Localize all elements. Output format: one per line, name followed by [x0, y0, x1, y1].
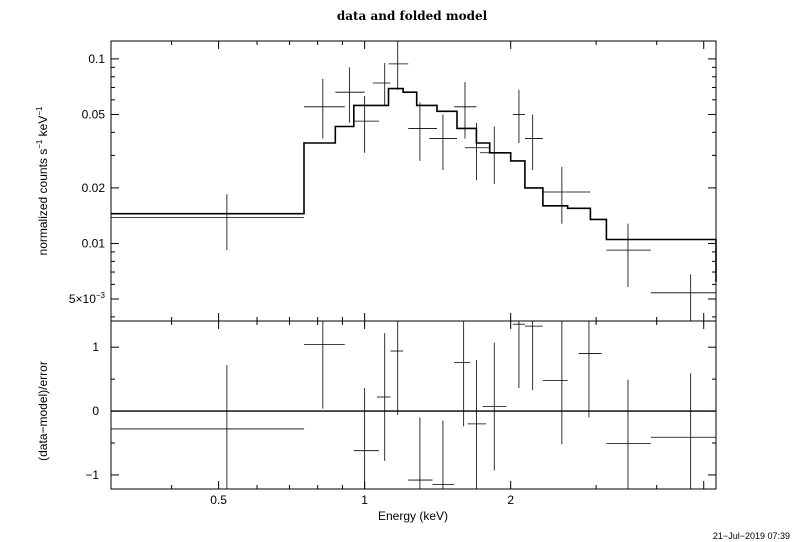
spectrum-y-axis-label: normalized counts s−1 keV−1	[35, 106, 50, 256]
data-point	[480, 126, 510, 184]
data-point	[304, 78, 345, 139]
residual-point	[353, 388, 379, 489]
residual-point	[512, 321, 525, 389]
y-tick-label-base: 5×10	[69, 292, 96, 306]
data-point	[524, 114, 543, 171]
data-point	[408, 102, 438, 161]
ylabel-sup-1: −1	[35, 139, 44, 149]
data-point	[388, 41, 409, 90]
residual-point	[467, 359, 487, 489]
spectrum-panel-frame	[110, 40, 717, 322]
y-tick-label: −1	[85, 468, 99, 482]
residual-point	[454, 321, 471, 427]
y-tick-label: 0.1	[88, 52, 105, 66]
residual-point	[390, 321, 404, 415]
residual-point	[542, 321, 568, 445]
residuals-panel: 1 0 −1 0.5 1 2 (data−model)/error	[36, 320, 717, 507]
residual-point	[482, 342, 507, 471]
y-tick-label: 0	[92, 404, 99, 418]
data-point	[650, 274, 716, 321]
data-point	[111, 194, 305, 251]
data-point	[429, 114, 457, 171]
residuals-y-axis-label: (data−model)/error	[36, 361, 50, 461]
x-tick-label: 0.5	[210, 493, 227, 507]
model-step-line	[111, 87, 717, 282]
residual-point	[111, 365, 305, 489]
x-axis-label: Energy (keV)	[378, 509, 448, 523]
x-tick-label: 1	[361, 493, 368, 507]
residual-point	[304, 321, 345, 409]
residual-point	[606, 379, 651, 489]
data-point	[512, 89, 525, 144]
data-point	[542, 166, 591, 224]
x-tick-label: 2	[507, 493, 514, 507]
y-tick-label: 0.05	[82, 107, 106, 121]
y-tick-label: 0.01	[82, 236, 106, 250]
data-point	[464, 122, 490, 181]
data-point	[372, 62, 391, 106]
residual-point	[408, 417, 433, 489]
data-point	[353, 95, 379, 153]
ylabel-part-2: keV	[36, 116, 50, 140]
y-tick-label: 1	[92, 340, 99, 354]
residuals-panel-frame	[110, 320, 717, 490]
residual-point	[524, 321, 543, 390]
ylabel-part-1: normalized counts s	[36, 149, 50, 256]
chart-title: data and folded model	[337, 9, 488, 23]
y-tick-label: 0.02	[82, 181, 106, 195]
data-point	[335, 67, 365, 123]
data-point	[606, 223, 651, 288]
y-tick-label-exp: −3	[96, 291, 106, 300]
residual-point	[650, 373, 716, 489]
residual-point	[432, 420, 455, 489]
residual-point	[578, 321, 602, 418]
residual-point	[376, 333, 391, 461]
data-point	[454, 81, 477, 139]
y-tick-label: 5×10−3	[69, 291, 106, 306]
timestamp: 21−Jul−2019 07:39	[713, 531, 790, 541]
spectrum-panel: 0.1 0.05 0.02 0.01 5×10−3 normalized counts …	[35, 40, 717, 322]
ylabel-sup-2: −1	[35, 106, 44, 116]
